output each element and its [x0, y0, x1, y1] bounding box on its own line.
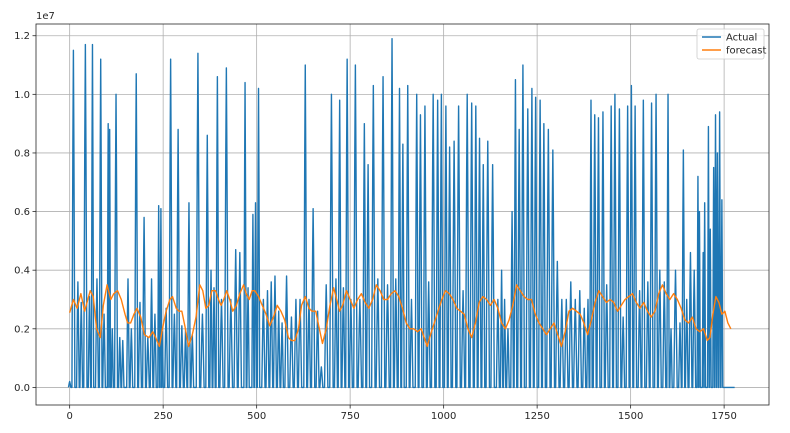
x-tick-label: 750: [341, 411, 360, 422]
axis-ticks: 0 250 500 750 1000 1250 1500 1750 0.0 0.2 0.4 0.6 0.…: [14, 31, 737, 422]
legend-label-actual: Actual: [726, 33, 757, 44]
x-tick-label: 1750: [711, 411, 736, 422]
x-tick-label: 1000: [431, 411, 456, 422]
y-tick-label: 0.8: [14, 148, 30, 159]
legend: Actual forecast: [696, 28, 767, 60]
plot-frame: [35, 23, 770, 406]
series-line-actual: [67, 37, 735, 389]
y-tick-label: 0.6: [14, 207, 30, 218]
y-axis-offset-label: 1e7: [36, 11, 55, 22]
series-line-forecast: [68, 284, 732, 348]
y-tick-label: 1.2: [14, 31, 30, 42]
y-tick-label: 1.0: [14, 90, 30, 101]
y-tick-label: 0.0: [14, 383, 30, 394]
y-tick-label: 0.2: [14, 324, 30, 335]
x-tick-label: 1250: [524, 411, 549, 422]
x-tick-label: 500: [247, 411, 266, 422]
x-tick-label: 1500: [618, 411, 643, 422]
x-tick-label: 0: [66, 411, 72, 422]
legend-label-forecast: forecast: [726, 46, 767, 57]
x-tick-label: 250: [154, 411, 173, 422]
y-tick-label: 0.4: [14, 266, 30, 277]
plot-series: [67, 37, 735, 389]
